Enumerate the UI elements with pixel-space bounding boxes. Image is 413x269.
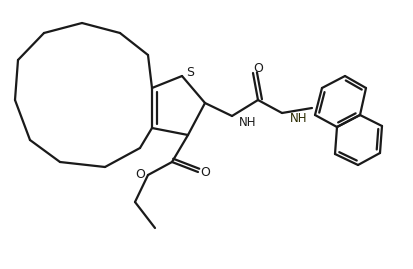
Text: O: O bbox=[135, 168, 145, 180]
Text: O: O bbox=[253, 62, 263, 75]
Text: NH: NH bbox=[239, 115, 256, 129]
Text: S: S bbox=[186, 65, 194, 79]
Text: NH: NH bbox=[290, 111, 308, 125]
Text: O: O bbox=[200, 167, 210, 179]
